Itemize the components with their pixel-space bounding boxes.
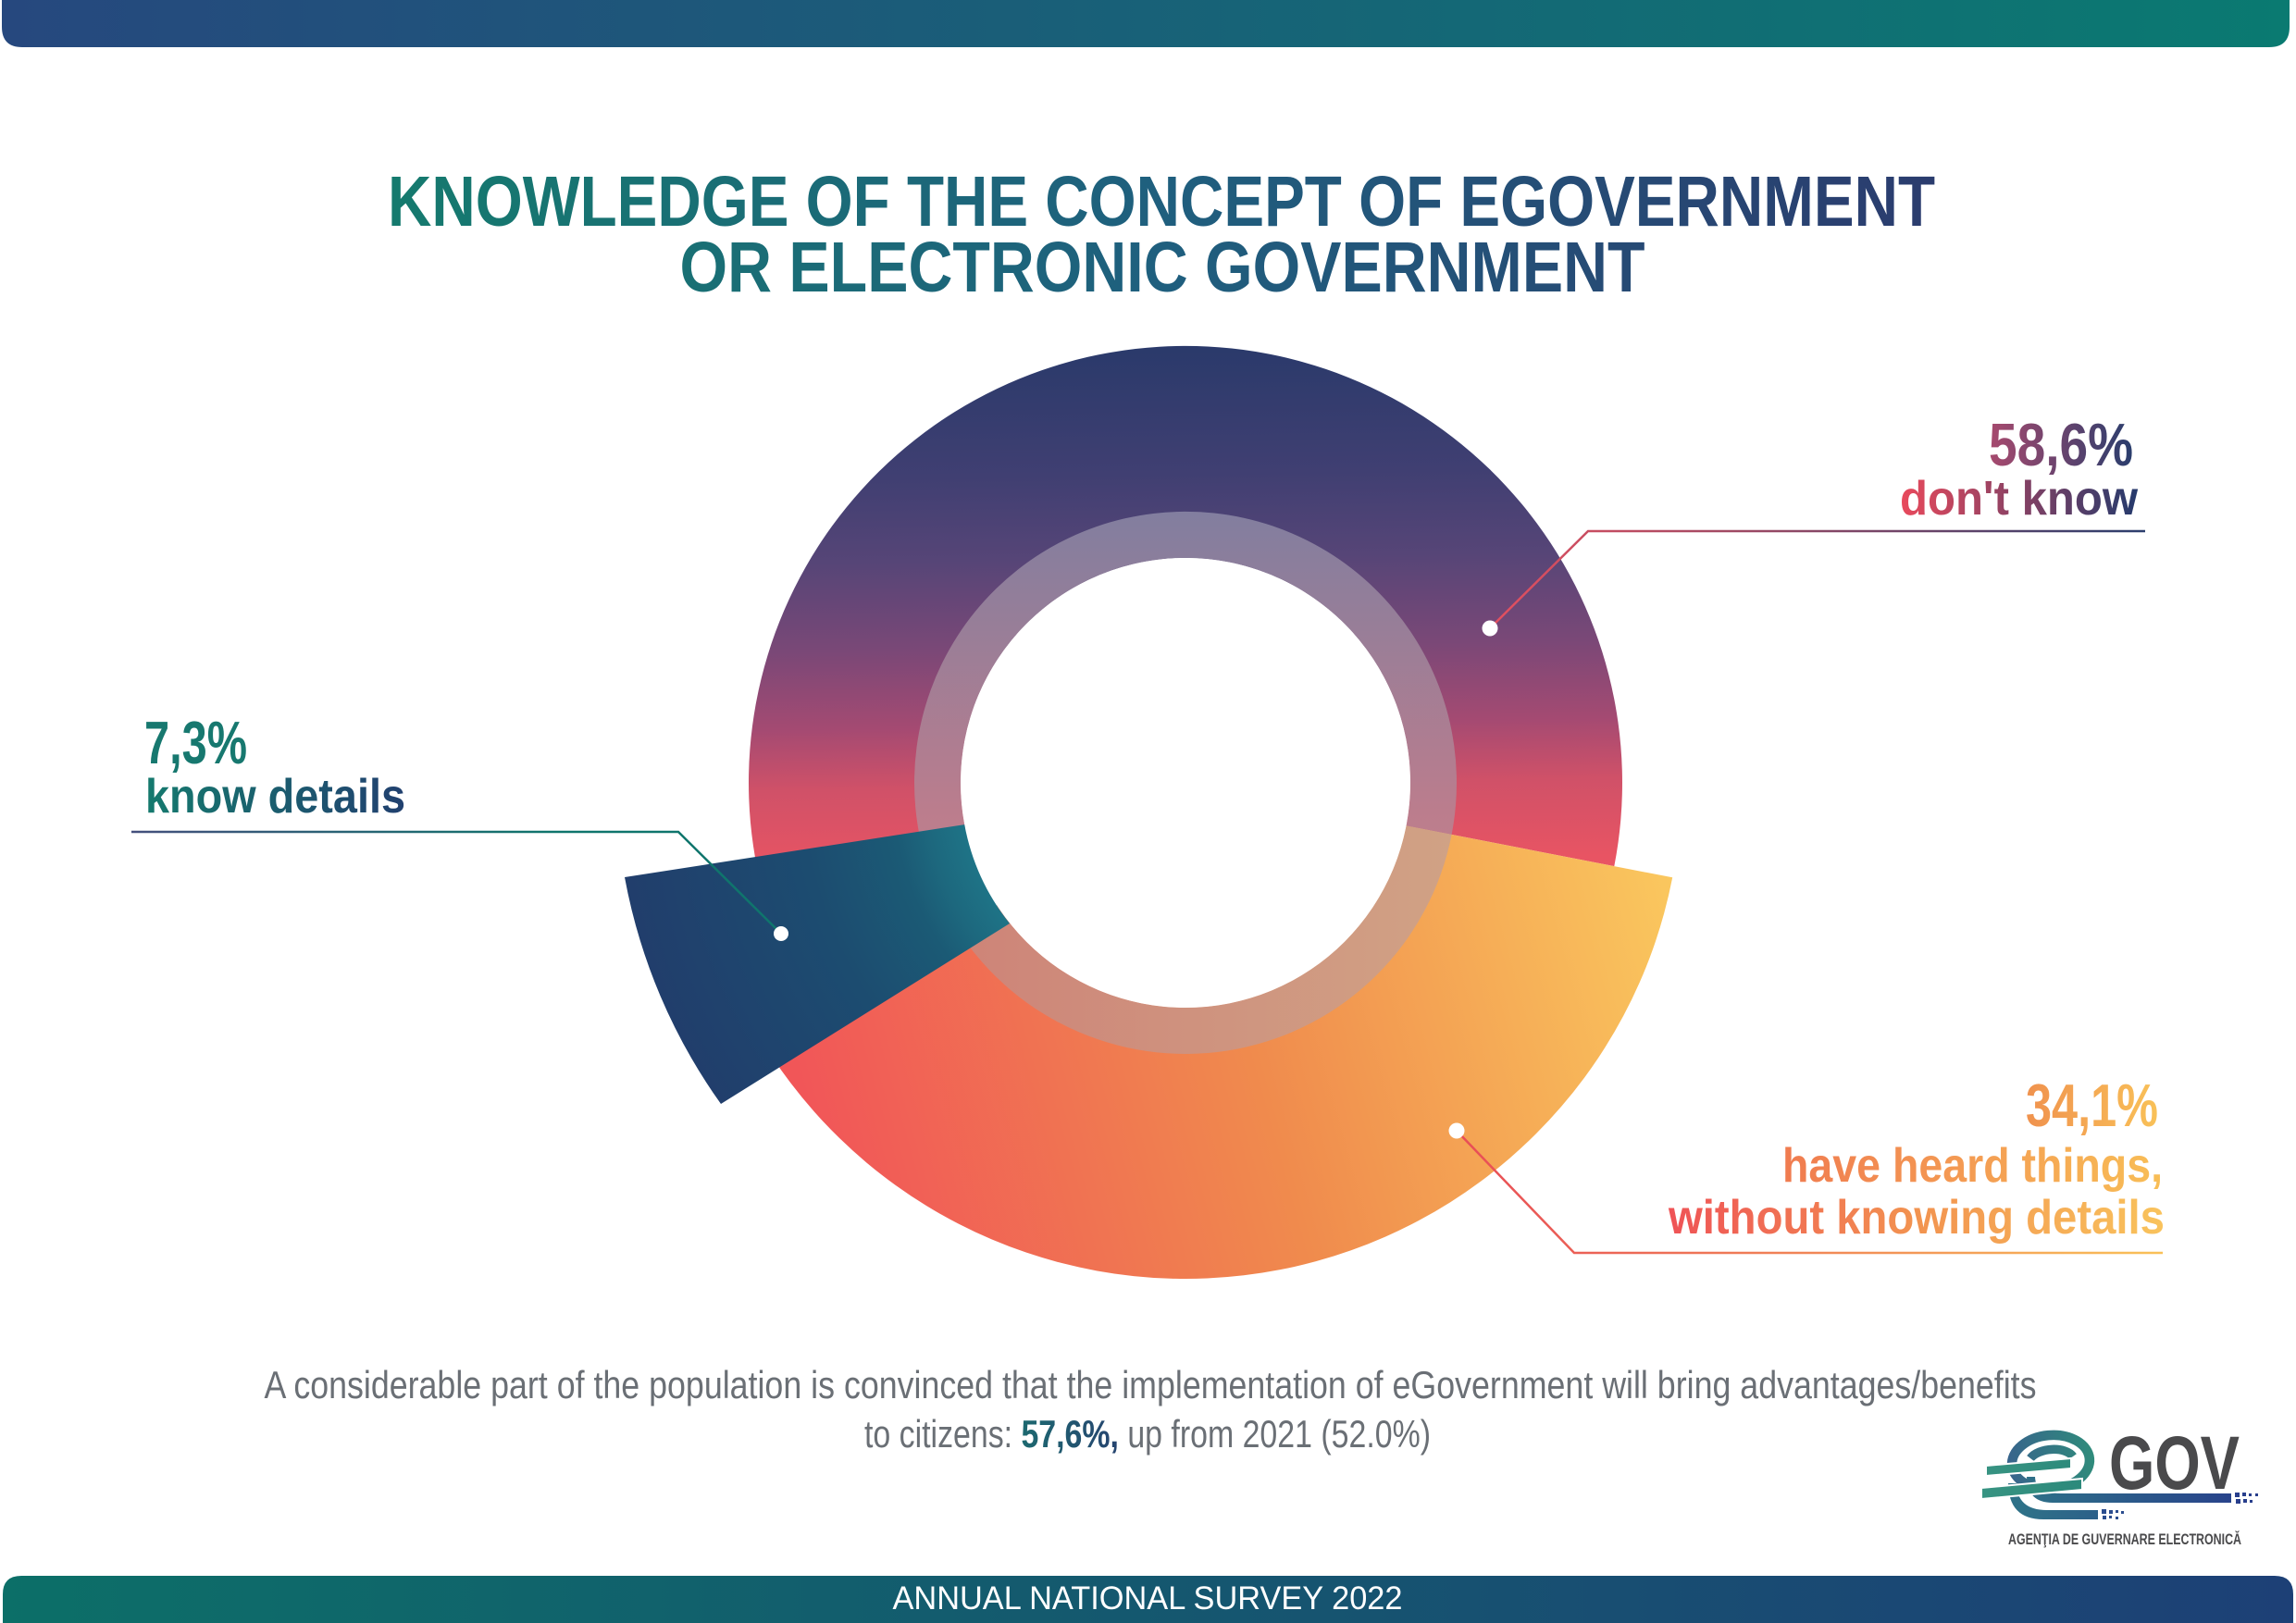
svg-text:GOV: GOV — [2109, 1421, 2240, 1505]
svg-text:7,3%: 7,3% — [144, 709, 247, 776]
svg-text:without knowing details: without knowing details — [1668, 1191, 2165, 1245]
svg-text:have heard things,: have heard things, — [1782, 1139, 2163, 1193]
svg-text:know details: know details — [145, 770, 405, 824]
svg-text:ANNUAL NATIONAL SURVEY 2022: ANNUAL NATIONAL SURVEY 2022 — [893, 1580, 1403, 1617]
svg-text:don't know: don't know — [1900, 472, 2139, 526]
svg-text:KNOWLEDGE OF THE CONCEPT OF EG: KNOWLEDGE OF THE CONCEPT OF EGOVERNMENT — [388, 162, 1935, 242]
svg-text:OR ELECTRONIC GOVERNMENT: OR ELECTRONIC GOVERNMENT — [680, 228, 1645, 307]
svg-text:58,6%: 58,6% — [1989, 411, 2133, 478]
svg-text:A considerable part of the pop: A considerable part of the population is… — [265, 1363, 2037, 1406]
svg-text:to citizens: 57,6%, up from 20: to citizens: 57,6%, up from 2021 (52.0%) — [864, 1412, 1431, 1456]
svg-text:AGENŢIA DE GUVERNARE ELECTRONI: AGENŢIA DE GUVERNARE ELECTRONICĂ — [2008, 1530, 2241, 1548]
svg-text:34,1%: 34,1% — [2026, 1072, 2158, 1139]
